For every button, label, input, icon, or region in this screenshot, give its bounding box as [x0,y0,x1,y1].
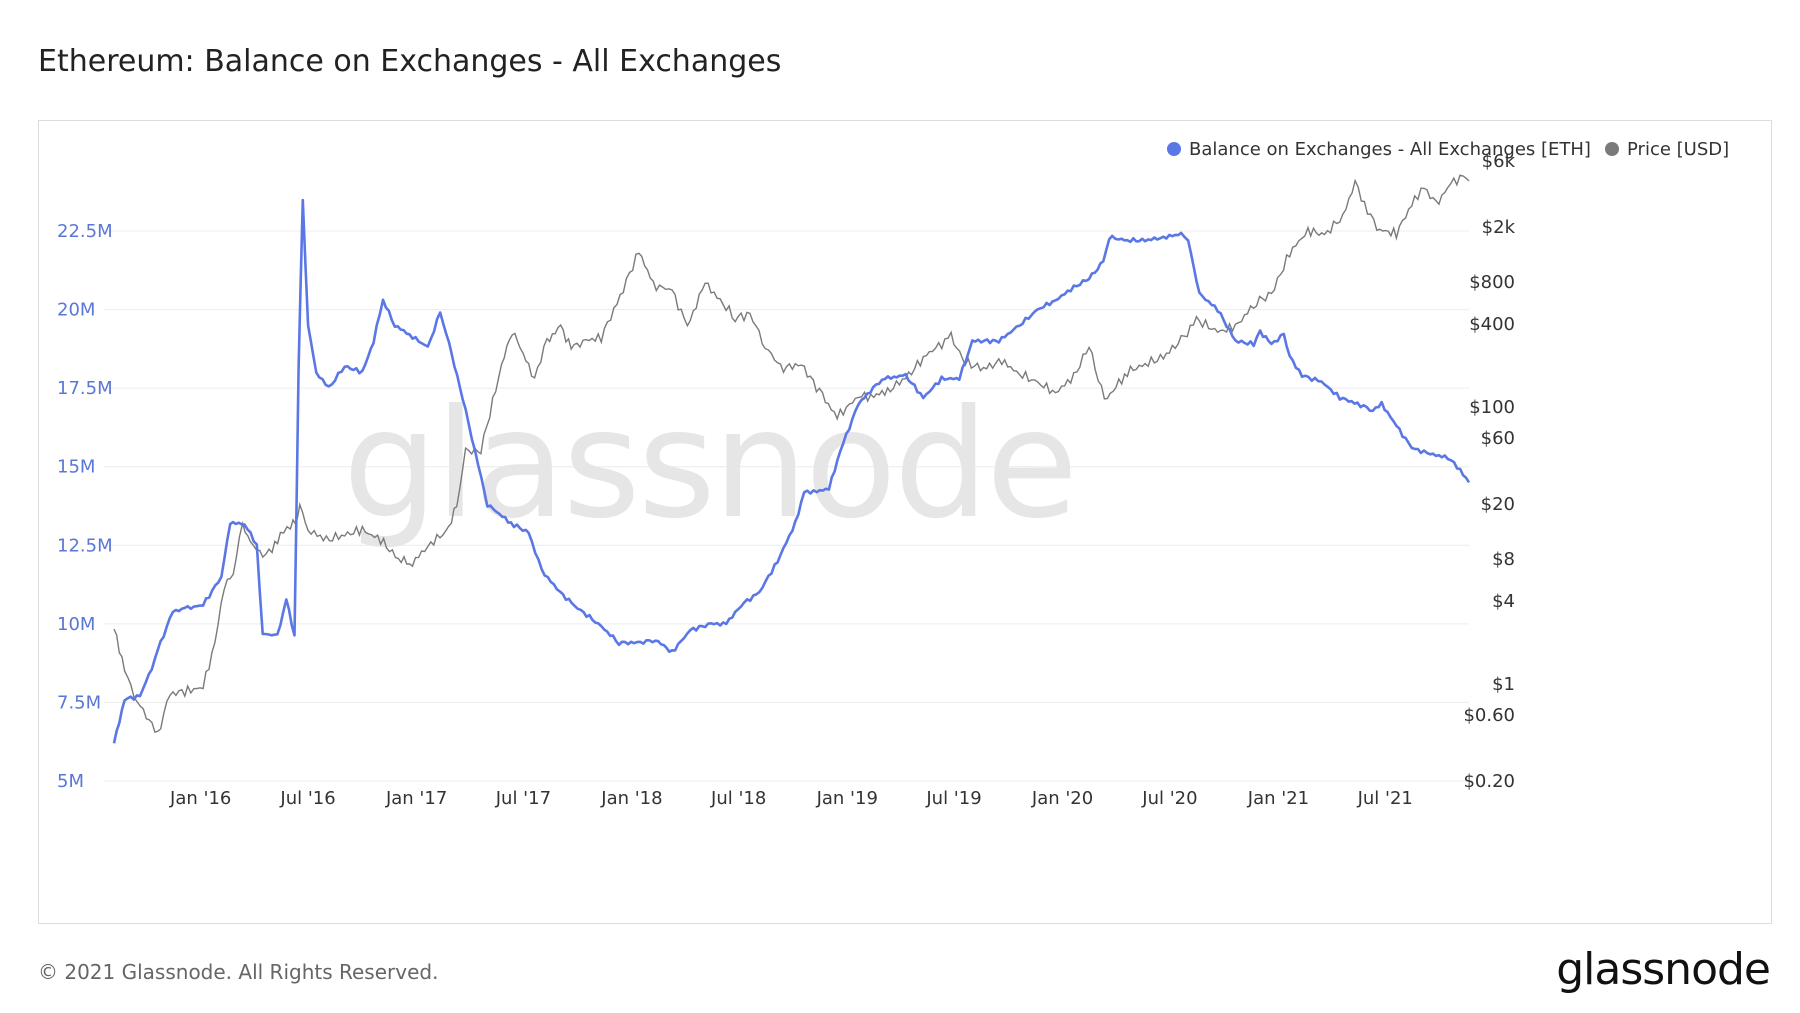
x-tick-label: Jul '18 [710,788,766,809]
legend-label-price: Price [USD] [1627,139,1729,160]
x-tick-label: Jul '16 [279,788,335,809]
legend: Balance on Exchanges - All Exchanges [ET… [1167,139,1729,160]
right-tick-label: $60 [1481,428,1515,449]
right-tick-label: $8 [1492,549,1515,570]
legend-item-balance[interactable]: Balance on Exchanges - All Exchanges [ET… [1167,139,1591,160]
right-tick-label: $400 [1469,314,1515,335]
watermark: glassnode [343,378,1075,552]
legend-item-price[interactable]: Price [USD] [1605,139,1729,160]
left-tick-label: 10M [57,614,95,635]
right-tick-label: $1 [1492,674,1515,695]
left-tick-label: 20M [57,300,95,321]
x-tick-label: Jan '16 [169,788,231,809]
price-line [113,174,1470,733]
left-tick-label: 7.5M [57,692,101,713]
right-tick-label: $2k [1482,217,1516,238]
left-tick-label: 22.5M [57,221,113,242]
right-tick-label: $0.60 [1463,705,1515,726]
right-tick-label: $6k [1482,151,1516,172]
x-tick-label: Jul '17 [495,788,551,809]
x-tick-label: Jul '19 [925,788,981,809]
right-tick-label: $800 [1469,272,1515,293]
chart-panel: glassnode 5M 7.5M 10M 12.5M 15M 17.5M 20M 22.5M… [38,120,1772,924]
x-tick-label: Jan '19 [816,788,878,809]
glassnode-logo[interactable]: glassnode [1556,944,1771,995]
gridlines [104,230,1469,782]
balance-series [112,198,1471,744]
legend-label-balance: Balance on Exchanges - All Exchanges [ET… [1189,139,1591,160]
left-axis-ticks: 5M 7.5M 10M 12.5M 15M 17.5M 20M 22.5M [57,221,113,792]
right-tick-label: $4 [1492,591,1515,612]
left-tick-label: 17.5M [57,378,113,399]
copyright-footer: © 2021 Glassnode. All Rights Reserved. [38,960,439,984]
right-tick-label: $0.20 [1463,771,1515,792]
right-tick-label: $100 [1469,397,1515,418]
chart-title: Ethereum: Balance on Exchanges - All Exc… [38,44,782,79]
right-tick-label: $20 [1481,494,1515,515]
left-tick-label: 12.5M [57,535,113,556]
x-tick-label: Jan '21 [1247,788,1309,809]
legend-dot-balance [1167,142,1181,156]
left-tick-label: 15M [57,457,95,478]
x-tick-label: Jul '21 [1357,788,1413,809]
x-tick-label: Jul '20 [1141,788,1197,809]
balance-line [112,198,1471,744]
x-tick-label: Jan '17 [385,788,447,809]
x-tick-label: Jan '18 [600,788,662,809]
left-tick-label: 5M [57,771,84,792]
x-axis-ticks: Jan '16 Jul '16 Jan '17 Jul '17 Jan '18 Jul '… [169,788,1413,809]
x-tick-label: Jan '20 [1031,788,1093,809]
legend-dot-price [1605,142,1619,156]
right-axis-ticks: $0.20 $0.60 $1 $4 $8 $20 $60 $100 $400 $800 $2k $6k [1463,151,1515,792]
chart-svg: glassnode 5M 7.5M 10M 12.5M 15M 17.5M 20M 22.5M… [57,139,1729,809]
